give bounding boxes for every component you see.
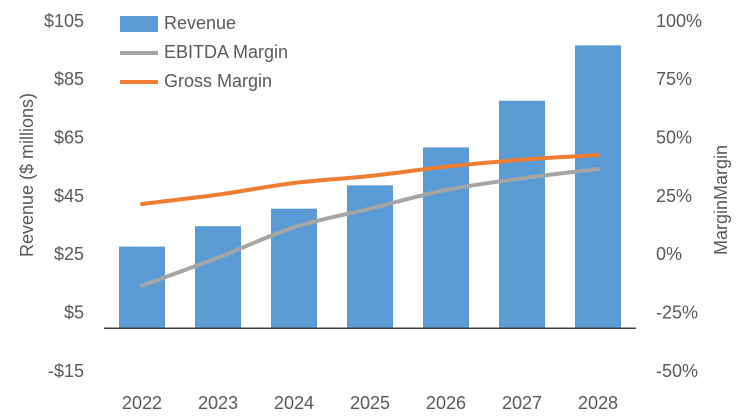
y-tick-label: $105 <box>44 11 84 31</box>
legend-label: Gross Margin <box>164 71 272 91</box>
x-tick-label: 2026 <box>426 393 466 413</box>
y-tick-label: $25 <box>54 244 84 264</box>
bar <box>195 226 241 329</box>
x-tick-label: 2022 <box>122 393 162 413</box>
bar <box>575 45 621 329</box>
legend-swatch <box>120 16 158 32</box>
x-tick-label: 2027 <box>502 393 542 413</box>
bar <box>499 100 545 329</box>
y2-tick-label: -50% <box>656 361 698 381</box>
x-tick-label: 2023 <box>198 393 238 413</box>
y-tick-label: $65 <box>54 127 84 147</box>
x-tick-label: 2024 <box>274 393 314 413</box>
y2-tick-label: 25% <box>656 186 692 206</box>
y-tick-label: $5 <box>64 302 84 322</box>
legend-label: EBITDA Margin <box>164 42 288 62</box>
y-tick-label: $85 <box>54 69 84 89</box>
y2-tick-label: 0% <box>656 244 682 264</box>
y2-tick-label: -25% <box>656 302 698 322</box>
y2-tick-label: 100% <box>656 11 702 31</box>
y2-tick-label: 75% <box>656 69 692 89</box>
y-tick-label: $45 <box>54 186 84 206</box>
bar <box>423 147 469 329</box>
x-tick-label: 2025 <box>350 393 390 413</box>
x-tick-label: 2028 <box>578 393 618 413</box>
y-axis-title: Revenue ($ millions) <box>17 93 37 257</box>
y-tick-label: -$15 <box>48 361 84 381</box>
y2-tick-label: 50% <box>656 127 692 147</box>
line <box>140 153 600 206</box>
line <box>140 167 600 288</box>
legend-label: Revenue <box>164 13 236 33</box>
y2-axis-title: MarginMargin <box>711 145 731 255</box>
